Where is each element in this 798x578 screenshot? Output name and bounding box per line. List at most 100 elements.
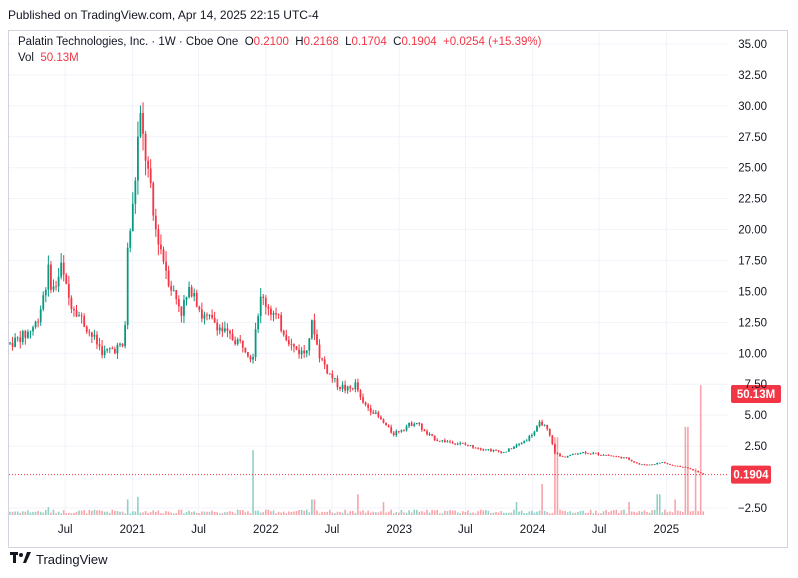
volume-bar [142, 512, 144, 515]
candle-body [234, 340, 237, 345]
volume-bar [410, 512, 413, 515]
candle-body [270, 308, 272, 315]
volume-bar [152, 510, 155, 515]
candle-body [566, 455, 569, 458]
volume-bar [364, 512, 367, 515]
chart-grid [9, 32, 728, 516]
volume-bar [582, 510, 584, 515]
candle-body [387, 425, 390, 428]
volume-bar [597, 513, 600, 515]
volume-badge [731, 385, 781, 403]
volume-bar [78, 510, 80, 515]
volume-bar [362, 510, 364, 515]
candle-body [208, 315, 211, 316]
volume-bar [495, 512, 497, 515]
volume-bar [628, 502, 630, 515]
close-value: 0.1904 [401, 36, 437, 48]
candle-body [403, 430, 405, 432]
candle-body [433, 435, 436, 441]
x-tick-label: 2023 [386, 524, 412, 536]
volume-bar [641, 511, 643, 515]
candle-body [262, 296, 265, 298]
volume-bar [426, 509, 428, 515]
volume-bar [323, 512, 326, 515]
volume-bar [653, 509, 656, 515]
candle-body [661, 462, 664, 463]
volume-bar [172, 513, 175, 515]
candle-body [167, 270, 170, 286]
volume-bar [551, 512, 554, 515]
volume-bar [461, 511, 464, 515]
candle-body [282, 330, 285, 335]
volume-bar [679, 511, 682, 515]
candle-body [44, 289, 47, 296]
volume-bar [587, 512, 589, 515]
volume-bar [648, 512, 651, 515]
candle-body [280, 315, 283, 331]
volume-bar [421, 511, 423, 515]
candle-body [676, 465, 679, 467]
candle-body [438, 440, 441, 442]
candle-body [515, 444, 518, 447]
candle-body [541, 421, 544, 426]
volume-bar [275, 513, 277, 515]
volume-bar [651, 510, 653, 515]
candle-body [32, 327, 34, 332]
candle-body [339, 387, 341, 390]
candle-body [684, 466, 687, 468]
candle-body [39, 309, 42, 323]
volume-bar [441, 513, 444, 515]
volume-bar [229, 511, 231, 515]
volume-bar [451, 510, 454, 515]
last-price-badge [731, 465, 771, 484]
volume-bar [68, 512, 70, 515]
candle-body [653, 464, 656, 465]
volume-bar [73, 512, 75, 515]
volume-badge-label: 50.13M [737, 389, 775, 401]
volume-bar [449, 510, 451, 515]
volume-bar [359, 511, 362, 515]
candle-body [584, 452, 587, 454]
volume-bar [520, 510, 523, 515]
volume-bar [513, 509, 515, 515]
candle-body [47, 264, 50, 290]
candle-body [247, 352, 249, 357]
volume-bar [305, 509, 308, 515]
candle-body [67, 283, 70, 298]
candle-body [446, 441, 449, 443]
chart-frame [8, 30, 788, 548]
x-tick-label: 2024 [520, 524, 546, 536]
candle-body [385, 422, 387, 426]
volume-bar [564, 511, 566, 515]
volume-bar [119, 511, 121, 515]
volume-bar [692, 510, 694, 515]
candle-body [628, 457, 630, 460]
volume-bar [193, 511, 195, 515]
volume-bar [477, 511, 479, 515]
volume-bar [270, 511, 272, 515]
volume-bar [602, 511, 605, 515]
candle-body [328, 373, 331, 375]
candle-body [195, 293, 198, 307]
candle-body [443, 440, 446, 443]
volume-label: Vol [18, 52, 34, 64]
candle-body [216, 322, 219, 331]
volume-bar [500, 511, 502, 515]
candle-body [426, 431, 428, 435]
candle-body [203, 314, 206, 319]
x-tick-label: 2022 [253, 524, 279, 536]
volume-bar [252, 450, 254, 515]
volume-bar [344, 509, 346, 515]
change-value: +0.0254 (+15.39%) [443, 36, 542, 48]
tradingview-brand[interactable]: TradingView [10, 552, 108, 567]
candle-body [392, 432, 395, 436]
volume-bar [538, 510, 541, 515]
candle-body [533, 431, 536, 436]
candle-body [241, 340, 244, 348]
volume-bar [178, 509, 180, 515]
candle-body [60, 262, 63, 277]
volume-bar [615, 509, 618, 515]
volume-bar [137, 496, 139, 515]
volume-bar [643, 510, 646, 515]
